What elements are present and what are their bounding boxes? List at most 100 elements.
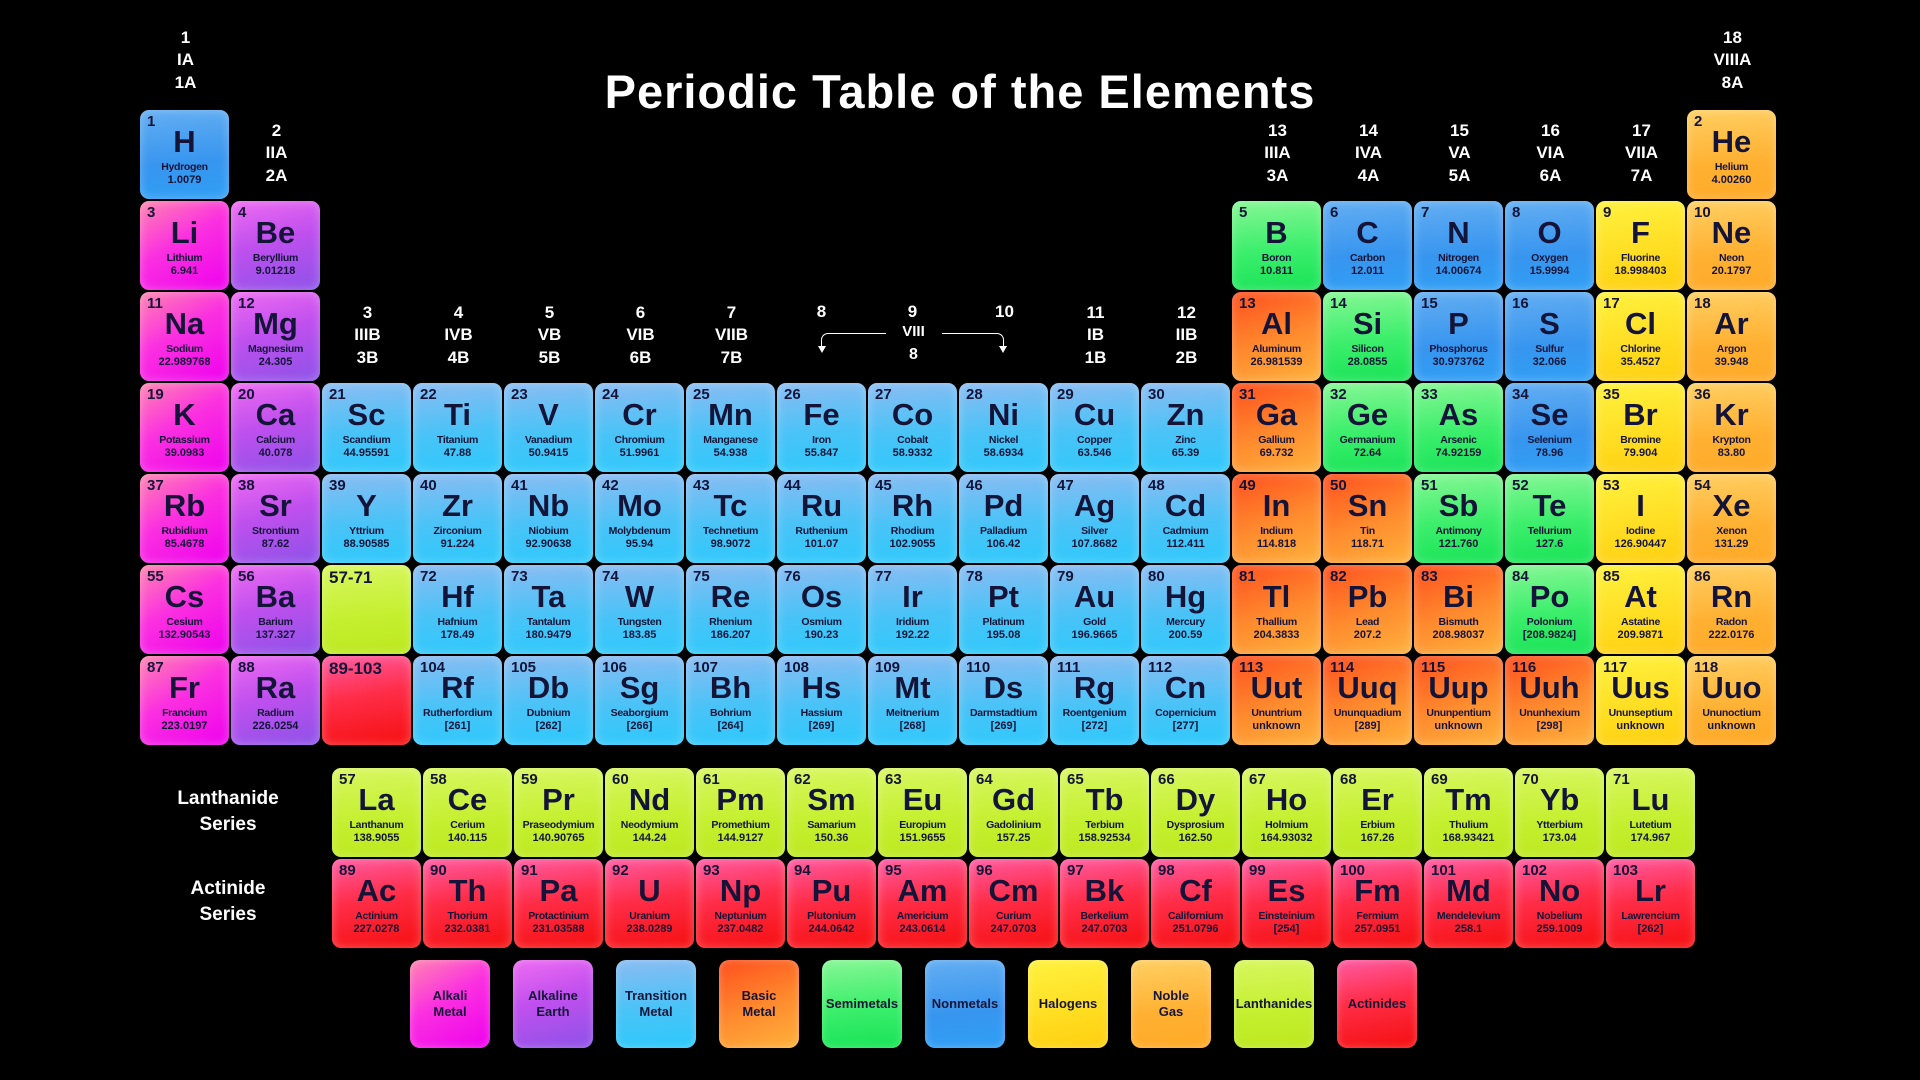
element-symbol: In (1262, 488, 1291, 523)
atomic-number: 15 (1421, 295, 1438, 312)
atomic-mass: [262] (535, 720, 562, 732)
atomic-number: 20 (238, 386, 255, 403)
viii-sub-label: 8 (909, 346, 918, 363)
element-name: Molybdenum (608, 525, 671, 537)
element-symbol: K (173, 397, 196, 432)
element-symbol: No (1538, 873, 1581, 908)
element-name: Neon (1718, 252, 1745, 264)
atomic-number: 100 (1340, 862, 1366, 879)
element-symbol: Ag (1073, 488, 1116, 523)
atomic-mass: 207.2 (1353, 629, 1382, 641)
element-symbol: Li (170, 215, 199, 250)
element-Ac: 89 Ac Actinium 227.0278 (332, 859, 421, 948)
atomic-mass: 232.0381 (444, 923, 491, 935)
element-Tm: 69 Tm Thulium 168.93421 (1424, 768, 1513, 857)
element-Sg: 106 Sg Seaborgium [266] (595, 656, 684, 745)
atomic-mass: [272] (1081, 720, 1108, 732)
atomic-number: 58 (430, 771, 447, 788)
atomic-mass: 186.207 (710, 629, 751, 641)
element-name: Terbium (1085, 819, 1124, 831)
element-Pb: 82 Pb Lead 207.2 (1323, 565, 1412, 654)
atomic-mass: 183.85 (622, 629, 657, 641)
atomic-number: 63 (885, 771, 902, 788)
element-symbol: Db (527, 670, 570, 705)
atomic-number: 21 (329, 386, 346, 403)
element-name: Samarium (807, 819, 856, 831)
atomic-number: 96 (976, 862, 993, 879)
atomic-number: 84 (1512, 568, 1529, 585)
element-name: Copernicium (1155, 707, 1216, 719)
element-symbol: Ir (902, 579, 923, 614)
element-name: Technetium (702, 525, 759, 537)
atomic-number: 101 (1431, 862, 1457, 879)
atomic-mass: 9.01218 (255, 265, 296, 277)
element-name: Tungsten (617, 616, 662, 628)
atomic-number: 56 (238, 568, 255, 585)
atomic-mass: 79.904 (1623, 447, 1658, 459)
atomic-number: 107 (693, 659, 719, 676)
atomic-number: 55 (147, 568, 164, 585)
element-Nd: 60 Nd Neodymium 144.24 (605, 768, 694, 857)
element-name: Ununtrium (1251, 707, 1302, 719)
element-Ds: 110 Ds Darmstadtium [269] (959, 656, 1048, 745)
atomic-mass: 20.1797 (1711, 265, 1752, 277)
atomic-number: 103 (1613, 862, 1639, 879)
element-symbol: Ds (983, 670, 1024, 705)
element-name: Scandium (342, 434, 391, 446)
element-symbol: Ge (1346, 397, 1389, 432)
element-symbol: Zr (442, 488, 473, 523)
element-name: Dubnium (526, 707, 571, 719)
atomic-mass: 58.9332 (892, 447, 933, 459)
element-symbol: N (1447, 215, 1470, 250)
element-Sm: 62 Sm Samarium 150.36 (787, 768, 876, 857)
element-symbol: La (358, 782, 395, 817)
atomic-number: 41 (511, 477, 528, 494)
group-header-2: 2 IIA 2A (265, 121, 288, 185)
element-symbol: Md (1446, 873, 1491, 908)
atomic-mass: 144.24 (632, 832, 667, 844)
atomic-mass: 28.0855 (1347, 356, 1388, 368)
element-symbol: Os (800, 579, 843, 614)
atomic-number: 108 (784, 659, 810, 676)
element-name: Roentgenium (1062, 707, 1127, 719)
atomic-number: 94 (794, 862, 811, 879)
legend-semimetal: Semimetals (822, 960, 902, 1048)
element-name: Ununoctium (1702, 707, 1761, 719)
element-name: Cadmium (1162, 525, 1209, 537)
atomic-number: 47 (1057, 477, 1074, 494)
group-header-17: 17 VIIA 7A (1624, 121, 1659, 185)
element-symbol: Cf (1179, 873, 1212, 908)
element-name: Lawrencium (1621, 910, 1680, 922)
atomic-number: 9 (1603, 204, 1612, 221)
atomic-number: 65 (1067, 771, 1084, 788)
series-range-cell-89-103: 89-103 (322, 656, 411, 745)
element-symbol: Rn (1710, 579, 1753, 614)
atomic-mass: [269] (808, 720, 835, 732)
element-Tc: 43 Tc Technetium 98.9072 (686, 474, 775, 563)
group-header-10: 10 (995, 302, 1014, 321)
legend-nonmetal: Nonmetals (925, 960, 1005, 1048)
atomic-number: 89-103 (329, 659, 382, 678)
element-Se: 34 Se Selenium 78.96 (1505, 383, 1594, 472)
atomic-number: 66 (1158, 771, 1175, 788)
element-name: Praseodymium (522, 819, 595, 831)
element-symbol: Pm (716, 782, 765, 817)
element-Dy: 66 Dy Dysprosium 162.50 (1151, 768, 1240, 857)
atomic-mass: 6.941 (170, 265, 199, 277)
element-Rf: 104 Rf Rutherfordium [261] (413, 656, 502, 745)
element-Sb: 51 Sb Antimony 121.760 (1414, 474, 1503, 563)
element-Sr: 38 Sr Strontium 87.62 (231, 474, 320, 563)
atomic-number: 99 (1249, 862, 1266, 879)
atomic-mass: [298] (1536, 720, 1563, 732)
element-name: Chromium (614, 434, 665, 446)
element-symbol: Pb (1347, 579, 1388, 614)
element-symbol: C (1356, 215, 1379, 250)
element-symbol: Cr (622, 397, 657, 432)
element-symbol: Am (897, 873, 948, 908)
element-symbol: Ga (1255, 397, 1298, 432)
atomic-number: 116 (1512, 659, 1537, 676)
element-Os: 76 Os Osmium 190.23 (777, 565, 866, 654)
element-name: Lead (1355, 616, 1380, 628)
element-name: Strontium (252, 525, 299, 537)
element-symbol: Be (255, 215, 296, 250)
